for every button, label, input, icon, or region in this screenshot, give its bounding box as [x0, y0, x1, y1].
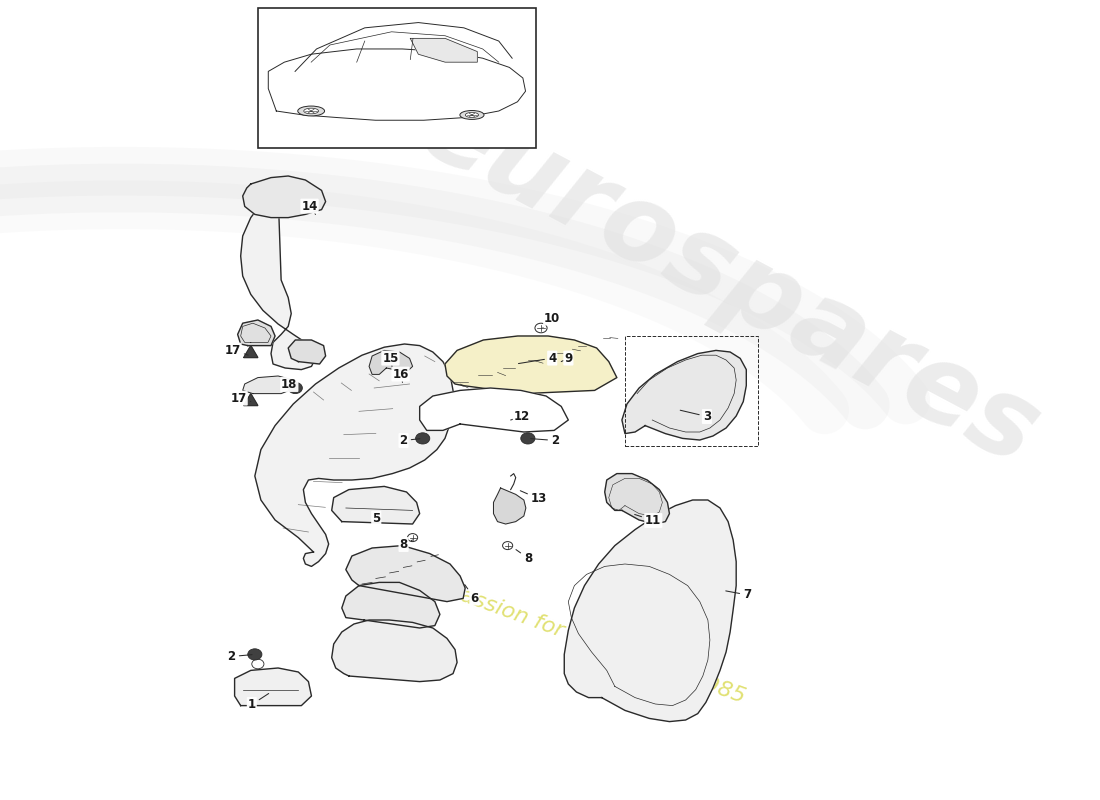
Text: 6: 6 [465, 585, 478, 605]
Text: 3: 3 [680, 410, 711, 423]
Text: 9: 9 [561, 351, 572, 365]
Text: 17: 17 [224, 344, 249, 357]
Polygon shape [621, 350, 746, 440]
Text: 11: 11 [635, 514, 661, 527]
Circle shape [416, 433, 430, 444]
Bar [625, 336, 758, 446]
Text: eurospares: eurospares [400, 72, 1056, 488]
Circle shape [252, 659, 264, 669]
Polygon shape [255, 344, 453, 566]
Text: 18: 18 [282, 378, 297, 391]
Polygon shape [332, 486, 420, 524]
Circle shape [288, 382, 302, 394]
Text: a passion for parts since 1985: a passion for parts since 1985 [425, 573, 748, 707]
Ellipse shape [298, 106, 324, 116]
Polygon shape [244, 346, 257, 358]
Text: 7: 7 [726, 589, 751, 602]
Text: 15: 15 [382, 351, 398, 368]
Polygon shape [410, 38, 477, 62]
Polygon shape [238, 320, 275, 346]
Polygon shape [605, 474, 670, 524]
Text: 13: 13 [520, 490, 547, 506]
Polygon shape [244, 394, 257, 406]
Polygon shape [345, 546, 465, 602]
Polygon shape [494, 488, 526, 524]
Text: 14: 14 [301, 200, 318, 214]
Polygon shape [243, 176, 326, 218]
Polygon shape [420, 388, 569, 432]
Bar [257, 8, 536, 148]
Polygon shape [234, 668, 311, 706]
Circle shape [407, 534, 418, 542]
Text: 2: 2 [228, 650, 252, 663]
Polygon shape [332, 620, 458, 682]
Ellipse shape [465, 113, 478, 118]
Polygon shape [241, 192, 316, 370]
Text: 17: 17 [231, 392, 251, 405]
Text: 5: 5 [372, 512, 381, 525]
Circle shape [520, 433, 535, 444]
Text: 12: 12 [510, 410, 530, 423]
Circle shape [248, 649, 262, 660]
Polygon shape [342, 582, 440, 628]
Text: 1: 1 [248, 694, 268, 711]
Ellipse shape [304, 108, 319, 114]
Polygon shape [444, 336, 617, 394]
Polygon shape [288, 340, 326, 364]
Text: 8: 8 [399, 538, 412, 551]
Polygon shape [370, 350, 412, 374]
Circle shape [535, 323, 547, 333]
Text: 10: 10 [543, 312, 560, 328]
Text: 4: 4 [518, 351, 557, 365]
Text: 2: 2 [530, 434, 559, 447]
Text: 16: 16 [393, 367, 409, 382]
Polygon shape [564, 500, 736, 722]
Polygon shape [243, 376, 295, 394]
Text: 2: 2 [399, 434, 420, 447]
Text: 8: 8 [516, 550, 532, 565]
Polygon shape [268, 49, 526, 120]
Circle shape [503, 542, 513, 550]
Ellipse shape [460, 110, 484, 119]
